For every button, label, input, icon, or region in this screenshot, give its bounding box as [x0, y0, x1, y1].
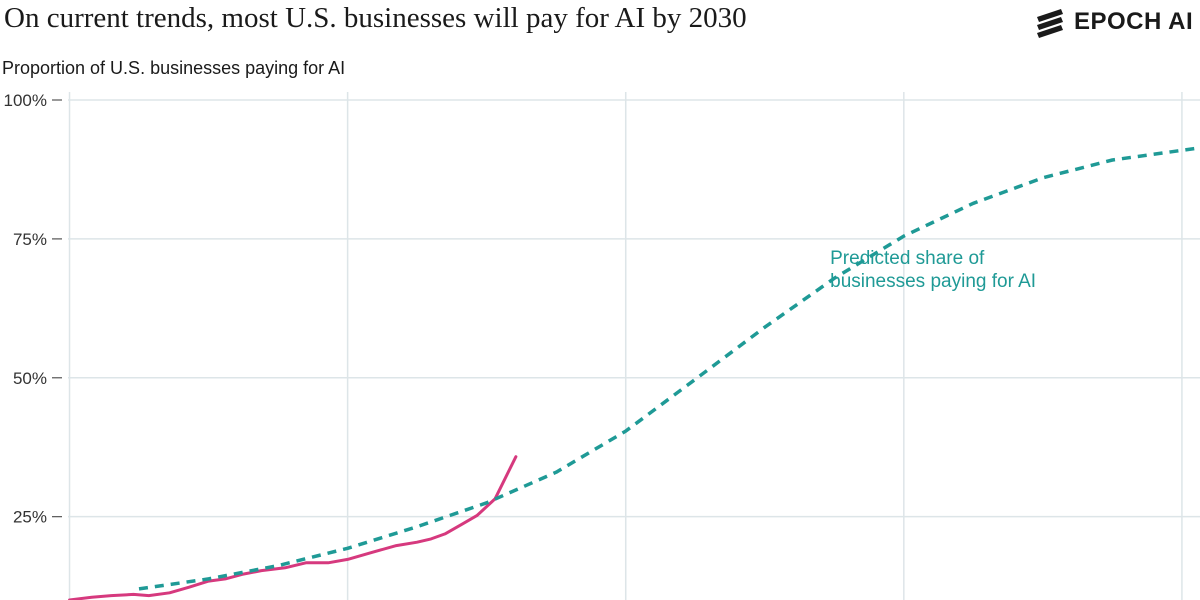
brand-logo: EPOCH AI [1034, 6, 1193, 38]
y-axis-label: Proportion of U.S. businesses paying for… [2, 58, 346, 78]
grid-lines [68, 92, 1200, 600]
actual-share-line [68, 455, 518, 600]
chart-title: On current trends, most U.S. businesses … [4, 2, 747, 34]
y-tick-label: 100% [4, 91, 47, 110]
brand-name: EPOCH AI [1074, 8, 1194, 35]
y-tick-label: 50% [13, 369, 47, 388]
y-tick-label: 25% [13, 508, 47, 527]
y-tick-label: 75% [13, 230, 47, 249]
predicted-share-line [138, 146, 1200, 591]
series-lines [68, 146, 1200, 600]
y-axis-ticks: 25% 50% 75% 100% [4, 91, 62, 527]
epoch-stripes-icon [1037, 9, 1063, 38]
annotation-line: Predicted share of [830, 248, 985, 269]
annotation-line: businesses paying for AI [830, 271, 1036, 292]
